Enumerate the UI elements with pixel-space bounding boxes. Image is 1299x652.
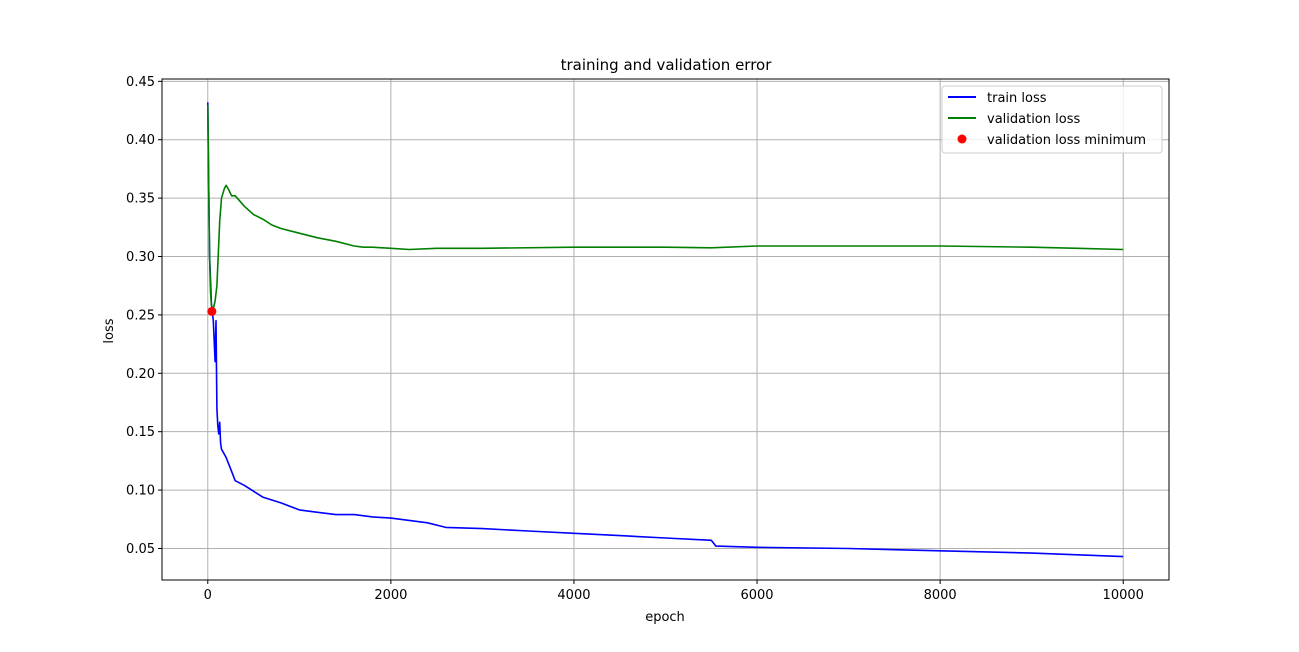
y-tick-label: 0.45 bbox=[126, 75, 155, 90]
x-tick-label: 2000 bbox=[374, 588, 407, 603]
x-tick-label: 8000 bbox=[924, 588, 957, 603]
y-tick-label: 0.40 bbox=[126, 133, 155, 148]
x-tick-label: 6000 bbox=[740, 588, 773, 603]
legend-label-train-loss: train loss bbox=[987, 91, 1047, 106]
legend-label-validation-loss: validation loss bbox=[987, 112, 1080, 127]
legend-frame bbox=[941, 85, 1163, 154]
chart-title: training and validation error bbox=[561, 56, 773, 74]
point-validation-loss-minimum bbox=[207, 306, 217, 316]
legend-swatch-validation-loss-minimum bbox=[957, 134, 967, 144]
y-tick-label: 0.35 bbox=[126, 192, 155, 207]
legend: train loss validation loss validation lo… bbox=[941, 85, 1163, 154]
y-tick-label: 0.15 bbox=[126, 425, 155, 440]
x-tick-label: 0 bbox=[204, 588, 212, 603]
legend-label-validation-loss-minimum: validation loss minimum bbox=[987, 133, 1146, 148]
series-line-train-loss bbox=[207, 102, 1124, 558]
y-tick-label: 0.10 bbox=[126, 484, 155, 499]
x-axis-label: epoch bbox=[645, 610, 685, 625]
y-tick-label: 0.30 bbox=[126, 250, 155, 265]
y-tick-label: 0.05 bbox=[126, 542, 155, 557]
plot-frame bbox=[161, 78, 1170, 581]
grid bbox=[162, 79, 1169, 580]
axis-ticks: 0 2000 4000 6000 8000 10000 0.05 0.10 0.15 0.20 0.… bbox=[126, 75, 1144, 603]
y-tick-label: 0.20 bbox=[126, 367, 155, 382]
y-axis-label: loss bbox=[102, 318, 117, 343]
series-layer bbox=[207, 102, 1124, 558]
x-tick-label: 4000 bbox=[557, 588, 590, 603]
series-line-validation-loss bbox=[207, 104, 1124, 310]
y-tick-label: 0.25 bbox=[126, 308, 155, 323]
x-tick-label: 10000 bbox=[1103, 588, 1144, 603]
